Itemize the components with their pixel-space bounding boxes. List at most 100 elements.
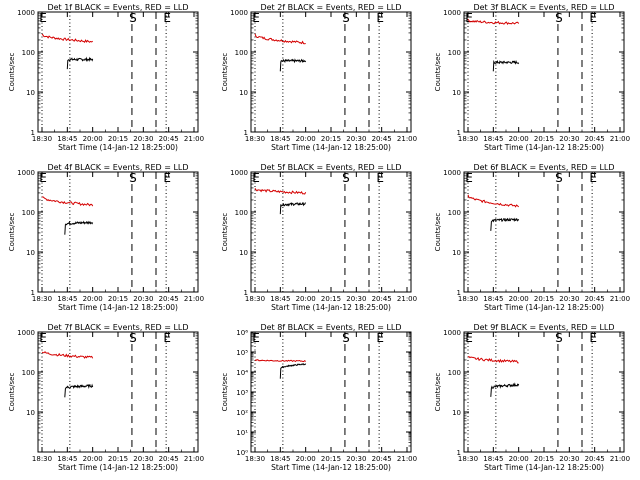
marker-label: E (376, 171, 384, 185)
events-series-line (490, 217, 520, 231)
x-tick-label: 20:15 (321, 455, 341, 463)
x-axis-label: Start Time (14-Jan-12 18:25:00) (271, 303, 391, 312)
chart-panel-8: Det 8f BLACK = Events, RED = LLD 10⁰ 10¹ 10… (221, 323, 417, 472)
x-tick-label: 20:45 (372, 135, 392, 143)
y-tick-label: 1 (244, 289, 248, 297)
x-axis-label: Start Time (14-Jan-12 18:25:00) (271, 143, 391, 152)
y-axis-label: Counts/sec (434, 53, 442, 92)
y-tick-label: 10 (452, 409, 461, 417)
chart-panel-4: Det 4f BLACK = Events, RED = LLD 1 10 100 10… (8, 163, 204, 312)
lld-series-line (467, 18, 520, 26)
y-tick-label: 100 (22, 369, 35, 377)
marker-label: S (555, 11, 563, 25)
marker-label: E (39, 171, 47, 185)
lld-series-line (467, 356, 519, 364)
x-tick-label: 20:15 (321, 295, 341, 303)
x-tick-label: 18:30 (245, 455, 265, 463)
y-tick-label: 10 (239, 89, 248, 97)
y-tick-label: 10 (452, 89, 461, 97)
y-tick-label: 100 (22, 209, 35, 217)
x-tick-label: 20:45 (372, 295, 392, 303)
events-series-line (492, 59, 520, 72)
x-tick-label: 20:30 (133, 135, 153, 143)
x-tick-label: 18:45 (57, 295, 77, 303)
marker-label: S (342, 331, 350, 345)
marker-label: E (376, 331, 384, 345)
x-tick-label: 20:45 (372, 455, 392, 463)
x-tick-label: 18:45 (270, 295, 290, 303)
x-tick-label: 18:30 (458, 455, 478, 463)
marker-label: S (555, 171, 563, 185)
x-tick-label: 21:00 (184, 135, 204, 143)
y-axis-label: Counts/sec (8, 213, 16, 252)
y-tick-label: 1000 (17, 9, 35, 17)
x-tick-label: 20:00 (296, 455, 316, 463)
chart-title: Det 5f BLACK = Events, RED = LLD (260, 163, 401, 172)
x-tick-label: 20:00 (83, 135, 103, 143)
x-axis-label: Start Time (14-Jan-12 18:25:00) (484, 143, 604, 152)
y-tick-label: 100 (448, 49, 461, 57)
x-tick-label: 18:45 (483, 455, 503, 463)
y-tick-label: 1 (457, 289, 461, 297)
x-tick-label: 20:30 (559, 135, 579, 143)
plot-frame (463, 11, 625, 133)
marker-label: E (589, 11, 597, 25)
plot-frame (37, 171, 199, 293)
x-tick-label: 18:30 (458, 135, 478, 143)
x-tick-label: 18:30 (458, 295, 478, 303)
x-tick-label: 20:00 (509, 455, 529, 463)
x-tick-label: 18:30 (245, 135, 265, 143)
chart-panel-7: Det 7f BLACK = Events, RED = LLD 10 100 100… (8, 323, 204, 472)
marker-label: S (342, 171, 350, 185)
events-series-line (66, 56, 94, 70)
x-tick-label: 21:00 (184, 295, 204, 303)
x-tick-label: 20:15 (108, 295, 128, 303)
chart-title: Det 1f BLACK = Events, RED = LLD (47, 3, 188, 12)
x-tick-label: 20:15 (534, 295, 554, 303)
x-axis-label: Start Time (14-Jan-12 18:25:00) (58, 463, 178, 472)
marker-label: E (39, 331, 47, 345)
y-tick-label: 1000 (17, 169, 35, 177)
y-tick-label: 1000 (443, 9, 461, 17)
y-tick-label: 10³ (236, 389, 248, 397)
x-tick-label: 20:45 (159, 295, 179, 303)
x-tick-label: 21:00 (184, 455, 204, 463)
y-tick-label: 100 (448, 369, 461, 377)
marker-label: E (252, 11, 260, 25)
x-tick-label: 20:30 (133, 455, 153, 463)
x-tick-label: 21:00 (610, 295, 630, 303)
y-tick-label: 10 (239, 249, 248, 257)
y-axis-label: Counts/sec (434, 373, 442, 412)
y-tick-label: 1 (244, 129, 248, 137)
lld-series-line (41, 351, 94, 359)
x-tick-label: 20:15 (321, 135, 341, 143)
chart-title: Det 4f BLACK = Events, RED = LLD (47, 163, 188, 172)
y-tick-label: 1000 (443, 169, 461, 177)
chart-title: Det 9f BLACK = Events, RED = LLD (473, 323, 614, 332)
marker-label: E (163, 171, 171, 185)
y-tick-label: 10⁴ (236, 369, 248, 377)
marker-label: S (129, 171, 137, 185)
x-tick-label: 21:00 (397, 135, 417, 143)
lld-series-line (467, 194, 520, 208)
y-tick-label: 1 (457, 449, 461, 457)
x-tick-label: 18:30 (32, 295, 52, 303)
y-axis-label: Counts/sec (8, 53, 16, 92)
x-tick-label: 20:45 (585, 135, 605, 143)
y-tick-label: 1 (31, 129, 35, 137)
chart-title: Det 2f BLACK = Events, RED = LLD (260, 3, 401, 12)
y-axis-label: Counts/sec (221, 213, 229, 252)
marker-label: E (589, 171, 597, 185)
plot-frame (250, 171, 412, 293)
plot-frame (37, 331, 199, 453)
x-tick-label: 20:15 (534, 135, 554, 143)
x-tick-label: 20:15 (108, 135, 128, 143)
events-series-line (279, 58, 307, 72)
marker-label: E (163, 11, 171, 25)
x-tick-label: 18:30 (245, 295, 265, 303)
x-tick-label: 20:45 (159, 135, 179, 143)
y-tick-label: 1 (457, 129, 461, 137)
x-tick-label: 21:00 (610, 455, 630, 463)
x-tick-label: 21:00 (397, 455, 417, 463)
